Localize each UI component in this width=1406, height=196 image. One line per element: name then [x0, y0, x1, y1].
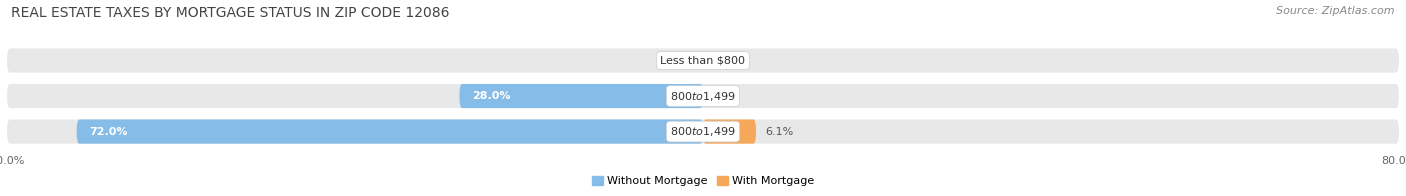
Text: 28.0%: 28.0%	[472, 91, 510, 101]
Text: 0.0%: 0.0%	[666, 55, 695, 65]
FancyBboxPatch shape	[703, 120, 756, 144]
Text: Less than $800: Less than $800	[661, 55, 745, 65]
FancyBboxPatch shape	[76, 120, 703, 144]
Text: 72.0%: 72.0%	[90, 127, 128, 137]
Text: 6.1%: 6.1%	[765, 127, 793, 137]
FancyBboxPatch shape	[7, 84, 1399, 108]
Text: 0.0%: 0.0%	[711, 91, 740, 101]
Text: Source: ZipAtlas.com: Source: ZipAtlas.com	[1277, 6, 1395, 16]
Text: $800 to $1,499: $800 to $1,499	[671, 90, 735, 103]
FancyBboxPatch shape	[7, 48, 1399, 73]
FancyBboxPatch shape	[460, 84, 703, 108]
Text: $800 to $1,499: $800 to $1,499	[671, 125, 735, 138]
Text: 0.0%: 0.0%	[711, 55, 740, 65]
FancyBboxPatch shape	[7, 120, 1399, 144]
Legend: Without Mortgage, With Mortgage: Without Mortgage, With Mortgage	[588, 171, 818, 191]
Text: REAL ESTATE TAXES BY MORTGAGE STATUS IN ZIP CODE 12086: REAL ESTATE TAXES BY MORTGAGE STATUS IN …	[11, 6, 450, 20]
